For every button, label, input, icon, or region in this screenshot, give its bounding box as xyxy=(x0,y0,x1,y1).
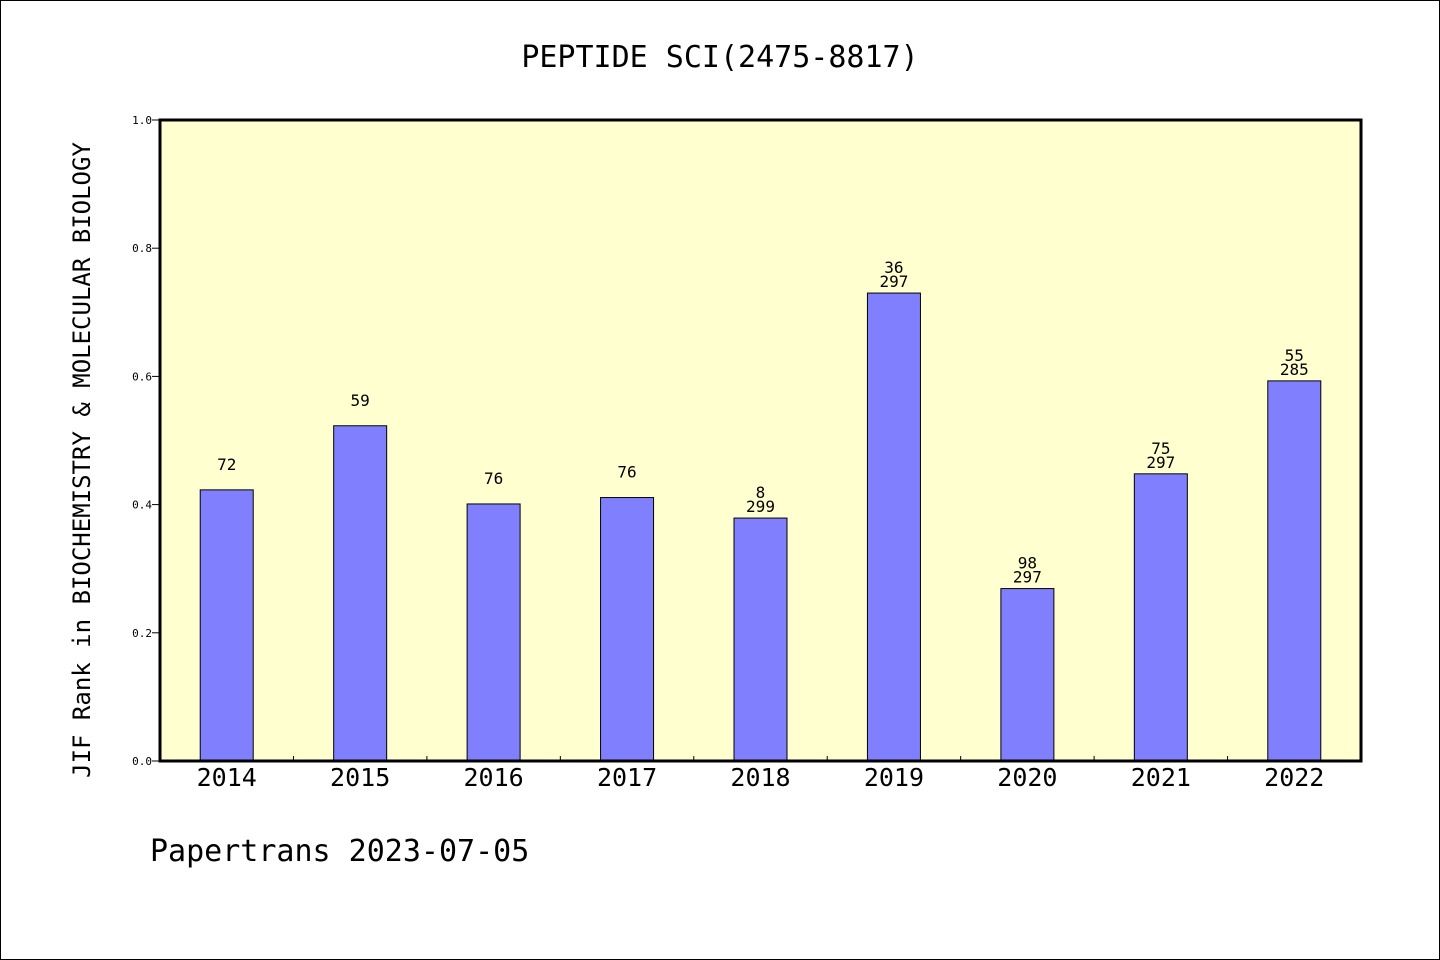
bar-label-rank: 36 xyxy=(884,258,903,277)
y-tick-label: 0.6 xyxy=(132,370,152,383)
y-tick-label: 0.8 xyxy=(132,242,152,255)
bar-label-total: 297 xyxy=(1013,568,1042,587)
bar-label-rank: 8 xyxy=(756,483,766,502)
y-tick-label: 0.2 xyxy=(132,627,152,640)
x-tick-label: 2021 xyxy=(1131,763,1191,792)
bar-2014 xyxy=(199,489,254,762)
x-tick-label: 2022 xyxy=(1264,763,1324,792)
bar-2015 xyxy=(333,425,388,762)
bar-label-rank: 75 xyxy=(1151,439,1170,458)
bar-2020 xyxy=(1000,588,1055,762)
bar-label-total: 299 xyxy=(746,497,775,516)
bar-2022 xyxy=(1267,380,1322,762)
x-axis: 2014 2015 2016 2017 2018 2019 2020 2021 2022 xyxy=(197,756,1324,792)
bar-label-total: 297 xyxy=(879,272,908,291)
bar-label-rank: 98 xyxy=(1018,554,1037,573)
bar-2017 xyxy=(600,497,655,762)
x-tick-label: 2015 xyxy=(330,763,390,792)
bar-2016 xyxy=(466,503,521,762)
bar-label-total: 297 xyxy=(1146,453,1175,472)
x-tick-label: 2014 xyxy=(197,763,257,792)
bar-label: 76 xyxy=(617,463,636,482)
bar-2021 xyxy=(1133,473,1188,762)
bar-label: 59 xyxy=(351,391,370,410)
plot-border xyxy=(158,118,1363,763)
x-tick-label: 2017 xyxy=(597,763,657,792)
y-tick-label: 0.0 xyxy=(132,755,152,768)
bar-label-rank: 55 xyxy=(1285,346,1304,365)
chart-title: PEPTIDE SCI(2475-8817) xyxy=(521,40,918,75)
x-tick-label: 2020 xyxy=(997,763,1057,792)
bar-label: 72 xyxy=(217,455,236,474)
y-tick-label: 1.0 xyxy=(132,114,152,127)
bar-label: 76 xyxy=(484,469,503,488)
x-tick-label: 2019 xyxy=(864,763,924,792)
bar-label-total: 285 xyxy=(1280,360,1309,379)
bar-2019 xyxy=(866,292,921,762)
y-axis: 0.0 0.2 0.4 0.6 0.8 1.0 xyxy=(132,114,160,768)
y-tick-label: 0.4 xyxy=(132,499,152,512)
bar-2018 xyxy=(733,517,788,762)
footer-credit: Papertrans 2023-07-05 xyxy=(150,834,530,869)
y-axis-label: JIF Rank in BIOCHEMISTRY & MOLECULAR BIO… xyxy=(68,142,96,778)
x-tick-label: 2016 xyxy=(464,763,524,792)
x-tick-label: 2018 xyxy=(730,763,790,792)
